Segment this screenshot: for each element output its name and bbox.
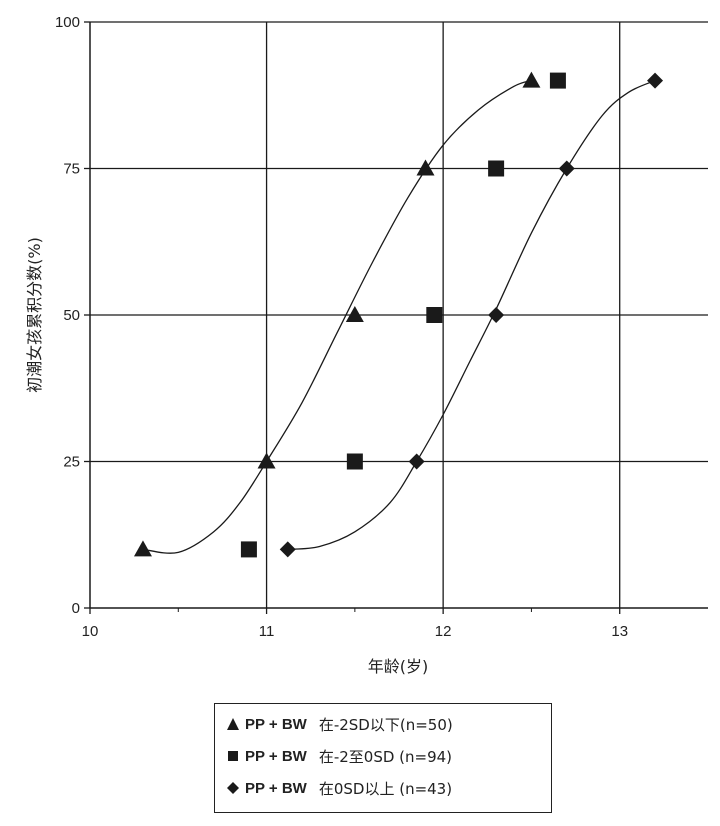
square-point (426, 307, 443, 323)
triangle-point (522, 71, 541, 88)
y-tick-label: 100 (55, 14, 80, 31)
y-tick-label: 0 (72, 600, 80, 617)
fit-curves (142, 79, 656, 554)
legend-series-label: 在-2至0SD (n=94) (318, 747, 453, 766)
triangle-point (133, 540, 152, 557)
triangle-point (257, 452, 276, 469)
diamond-marker-icon (225, 781, 241, 795)
x-tick-label: 13 (611, 623, 628, 640)
x-axis-title: 年龄(岁) (368, 657, 429, 676)
legend-series-label: 在0SD以上 (n=43) (318, 779, 453, 798)
y-axis-title: 初潮女孩累积分数(%) (25, 237, 44, 393)
grid-lines (90, 21, 708, 608)
square-point (488, 160, 505, 177)
diamond-point (558, 160, 575, 177)
square-point (346, 453, 363, 470)
fit-curve-series-0 (142, 79, 532, 554)
legend-item-square: PP + BW 在-2至0SD (n=94) (225, 740, 541, 772)
x-tick-label: 12 (435, 623, 452, 640)
x-tick-label: 10 (82, 623, 99, 640)
data-points (133, 71, 664, 558)
y-tick-label: 75 (63, 161, 80, 178)
legend-series-name: PP + BW (245, 747, 307, 765)
square-point (549, 72, 566, 89)
triangle-point (416, 159, 435, 176)
square-marker-icon (225, 749, 241, 763)
diamond-point (488, 307, 505, 323)
chart: 0 25 50 75 100 10 11 12 13 年龄(岁) 初潮女孩累积分数(%) (25, 14, 708, 676)
y-tick-label: 50 (63, 307, 80, 324)
legend: PP + BW 在-2SD以下(n=50) PP + BW 在-2至0SD (n… (214, 703, 552, 813)
triangle-point (345, 306, 364, 322)
axes (84, 21, 708, 614)
diamond-point (647, 72, 664, 89)
square-point (240, 541, 257, 558)
diamond-point (408, 453, 425, 470)
tick-labels: 0 25 50 75 100 10 11 12 13 (55, 14, 628, 640)
legend-item-triangle: PP + BW 在-2SD以下(n=50) (225, 708, 541, 740)
triangle-marker-icon (225, 717, 241, 731)
y-tick-label: 25 (63, 454, 80, 471)
x-tick-label: 11 (259, 623, 275, 640)
legend-series-label: 在-2SD以下(n=50) (318, 715, 453, 734)
diamond-point (279, 541, 296, 558)
legend-series-name: PP + BW (245, 715, 307, 733)
legend-series-name: PP + BW (245, 779, 307, 797)
legend-item-diamond: PP + BW 在0SD以上 (n=43) (225, 772, 541, 804)
fit-curve-series-2 (287, 80, 656, 551)
